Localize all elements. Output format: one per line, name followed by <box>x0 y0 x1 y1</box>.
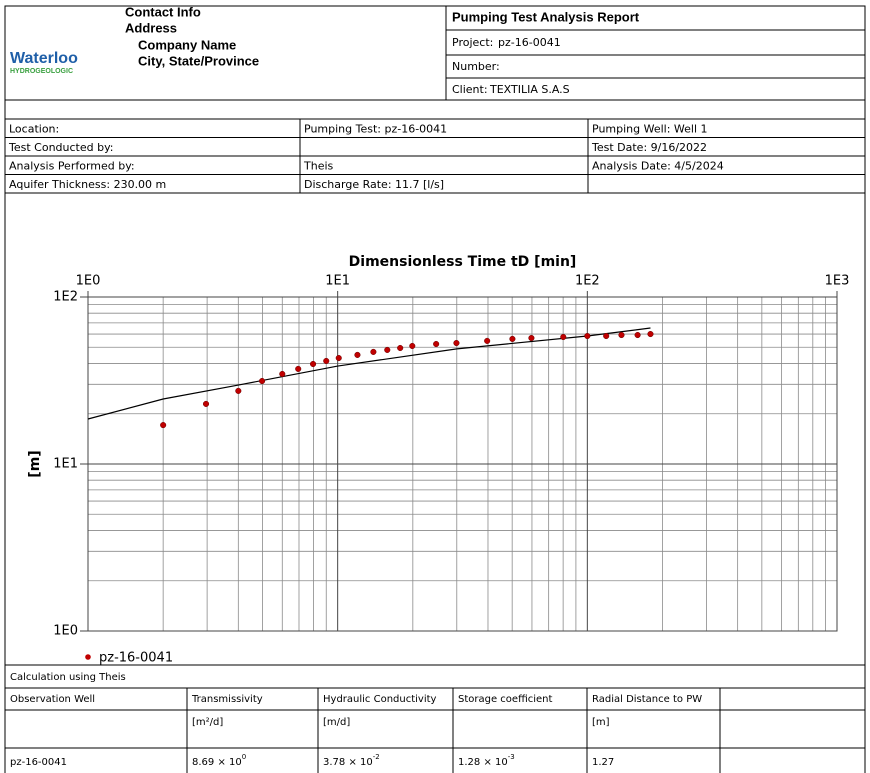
contact: Address <box>125 20 177 35</box>
result-value: 8.69 × 10 <box>192 757 242 768</box>
info-cell: Aquifer Thickness: 230.00 m <box>9 178 166 191</box>
result-exponent: -2 <box>373 753 380 761</box>
data-point <box>453 339 460 347</box>
data-point <box>295 365 302 372</box>
plot-frame <box>87 296 838 632</box>
info-cell: Pumping Test: pz-16-0041 <box>304 122 447 135</box>
data-point <box>335 354 342 362</box>
column-unit: [m²/d] <box>192 717 223 728</box>
result-cell: 8.69 × 100 <box>192 753 246 768</box>
data-point <box>618 331 625 339</box>
chart-title: Dimensionless Time tD [min] <box>349 254 577 270</box>
info-cell: Analysis Date: 4/5/2024 <box>592 159 724 172</box>
column-header: Transmissivity <box>191 694 263 705</box>
result-value: 3.78 × 10 <box>323 757 373 768</box>
x-tick-label: 1E0 <box>76 274 101 289</box>
column-header: Storage coefficient <box>458 694 553 705</box>
legend-label: pz-16-0041 <box>99 651 173 666</box>
label: Number: <box>452 60 500 73</box>
data-point <box>484 337 491 344</box>
column-unit: [m] <box>592 717 610 728</box>
info-cell: Pumping Well: Well 1 <box>592 122 708 135</box>
label: Client: <box>452 83 488 96</box>
x-tick-label: 1E2 <box>575 274 600 289</box>
data-point <box>584 332 591 340</box>
column-unit: [m/d] <box>323 717 350 728</box>
result-value: pz-16-0041 <box>10 757 67 768</box>
value: pz-16-0041 <box>498 36 561 49</box>
info-cell: Theis <box>303 159 334 172</box>
data-point <box>384 346 391 353</box>
y-tick-label: 1E1 <box>53 457 78 472</box>
data-point <box>433 340 440 348</box>
label: Project: <box>452 36 493 49</box>
legend-marker <box>85 654 91 660</box>
logo: Waterloo <box>10 50 78 67</box>
y-axis-label: [m] <box>27 450 43 477</box>
data-point <box>603 332 610 340</box>
column-header: Observation Well <box>10 694 95 705</box>
value: TEXTILIA S.A.S <box>489 83 570 96</box>
info-cell: Test Conducted by: <box>8 141 114 154</box>
contact: Contact Info <box>125 4 201 19</box>
data-point <box>560 333 567 341</box>
result-value: 1.27 <box>592 757 614 768</box>
y-tick-label: 1E2 <box>53 290 78 305</box>
result-cell: 3.78 × 10-2 <box>323 753 380 768</box>
contact: City, State/Province <box>138 53 259 68</box>
info-cell: Test Date: 9/16/2022 <box>591 141 707 154</box>
data-point <box>397 344 404 352</box>
data-point <box>310 360 317 368</box>
info-cell: Discharge Rate: 11.7 [l/s] <box>304 178 444 191</box>
result-value: 1.28 × 10 <box>458 757 508 768</box>
data-point <box>634 331 641 339</box>
column-header: Hydraulic Conductivity <box>323 694 437 705</box>
data-point <box>160 422 167 429</box>
data-point <box>528 334 535 342</box>
data-point <box>235 387 242 394</box>
info-cell: Location: <box>9 122 59 135</box>
data-point <box>279 370 286 378</box>
x-tick-label: 1E1 <box>325 274 350 289</box>
data-point <box>202 400 210 407</box>
result-cell: pz-16-0041 <box>10 757 67 768</box>
y-tick-label: 1E0 <box>53 624 78 639</box>
column-header: Radial Distance to PW <box>592 694 702 705</box>
data-point <box>259 377 266 385</box>
report-title: Pumping Test Analysis Report <box>452 9 640 24</box>
contact: Company Name <box>138 37 236 52</box>
table-title: Calculation using Theis <box>10 672 126 683</box>
info-cell: Analysis Performed by: <box>9 159 135 172</box>
page-frame <box>4 5 866 773</box>
result-exponent: 0 <box>242 753 246 761</box>
data-point <box>409 342 416 350</box>
x-tick-label: 1E3 <box>825 274 850 289</box>
result-exponent: -3 <box>508 753 515 761</box>
data-point <box>354 351 361 358</box>
data-point <box>370 348 377 355</box>
logo-sub: HYDROGEOLOGIC <box>10 68 73 75</box>
result-cell: 1.28 × 10-3 <box>458 753 515 768</box>
data-point <box>323 357 330 365</box>
data-point <box>509 335 516 342</box>
data-point <box>647 330 654 338</box>
result-cell: 1.27 <box>592 757 614 768</box>
